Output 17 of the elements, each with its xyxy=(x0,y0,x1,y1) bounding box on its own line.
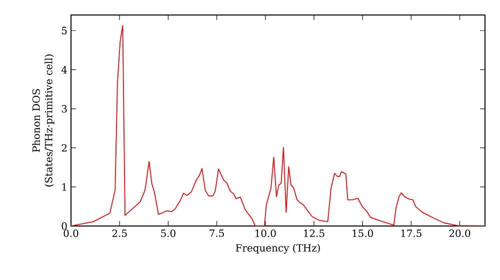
y-tick-label: 2 xyxy=(62,144,66,152)
x-tick-label: 17.5 xyxy=(401,230,422,238)
x-tick-label: 7.5 xyxy=(210,230,224,237)
x-tick-label: 10.0 xyxy=(255,230,276,238)
x-tick-label: 20.0 xyxy=(449,230,470,238)
y-tick-label: 1 xyxy=(62,183,66,191)
x-tick-label: 15.0 xyxy=(352,230,373,238)
x-tick-label: 12.5 xyxy=(304,230,324,238)
x-tick-label: 2.5 xyxy=(112,230,127,238)
y-tick-label: 3 xyxy=(62,105,67,113)
y-axis-title: Phonon DOS (States/THz·primitive cell) xyxy=(32,54,54,186)
y-tick-label: 0 xyxy=(62,222,67,230)
x-tick-label: 5.0 xyxy=(161,230,176,238)
y-tick-label: 5 xyxy=(62,26,67,34)
x-axis-title: Frequency (THz) xyxy=(236,244,320,254)
y-tick-label: 4 xyxy=(61,66,67,74)
x-tick-label: 0.0 xyxy=(64,230,78,238)
